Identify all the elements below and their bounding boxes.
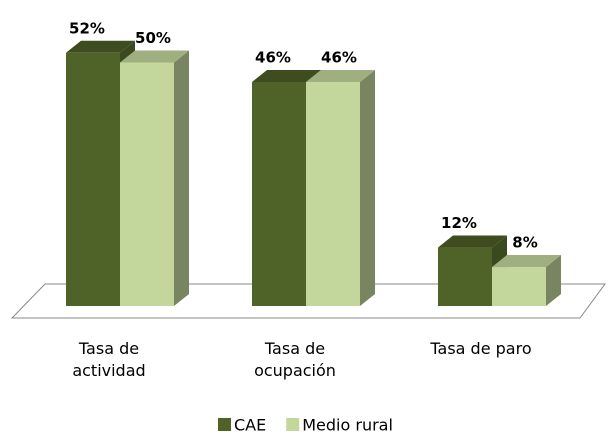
x-tick-label: Tasa de ocupación: [254, 339, 336, 380]
value-label: 12%: [441, 214, 477, 232]
bar-top: [120, 50, 189, 63]
bar-side: [546, 255, 561, 306]
value-label: 52%: [69, 19, 105, 37]
value-label: 50%: [135, 29, 171, 47]
bar-top: [492, 255, 561, 268]
value-label: 46%: [321, 48, 357, 66]
bar: [492, 267, 546, 306]
value-label: 46%: [255, 48, 291, 66]
bar: [252, 81, 306, 306]
floor: [10, 283, 606, 319]
bar: [120, 62, 174, 306]
legend-label: Medio rural: [302, 416, 393, 435]
legend-label: CAE: [234, 416, 266, 435]
bar-top: [306, 69, 375, 82]
bar-top: [252, 69, 321, 82]
bar: [66, 52, 120, 307]
x-tick-label: Tasa de paro: [430, 339, 532, 358]
x-tick-label: Tasa de actividad: [72, 339, 146, 380]
bar: [306, 81, 360, 306]
bar-top: [438, 235, 507, 248]
legend-swatch: [286, 418, 300, 431]
bar-top: [66, 40, 135, 53]
value-label: 8%: [512, 234, 537, 252]
legend-swatch: [218, 418, 231, 431]
bar: [438, 247, 492, 306]
bar-side: [360, 69, 375, 306]
bar-side: [174, 50, 189, 306]
